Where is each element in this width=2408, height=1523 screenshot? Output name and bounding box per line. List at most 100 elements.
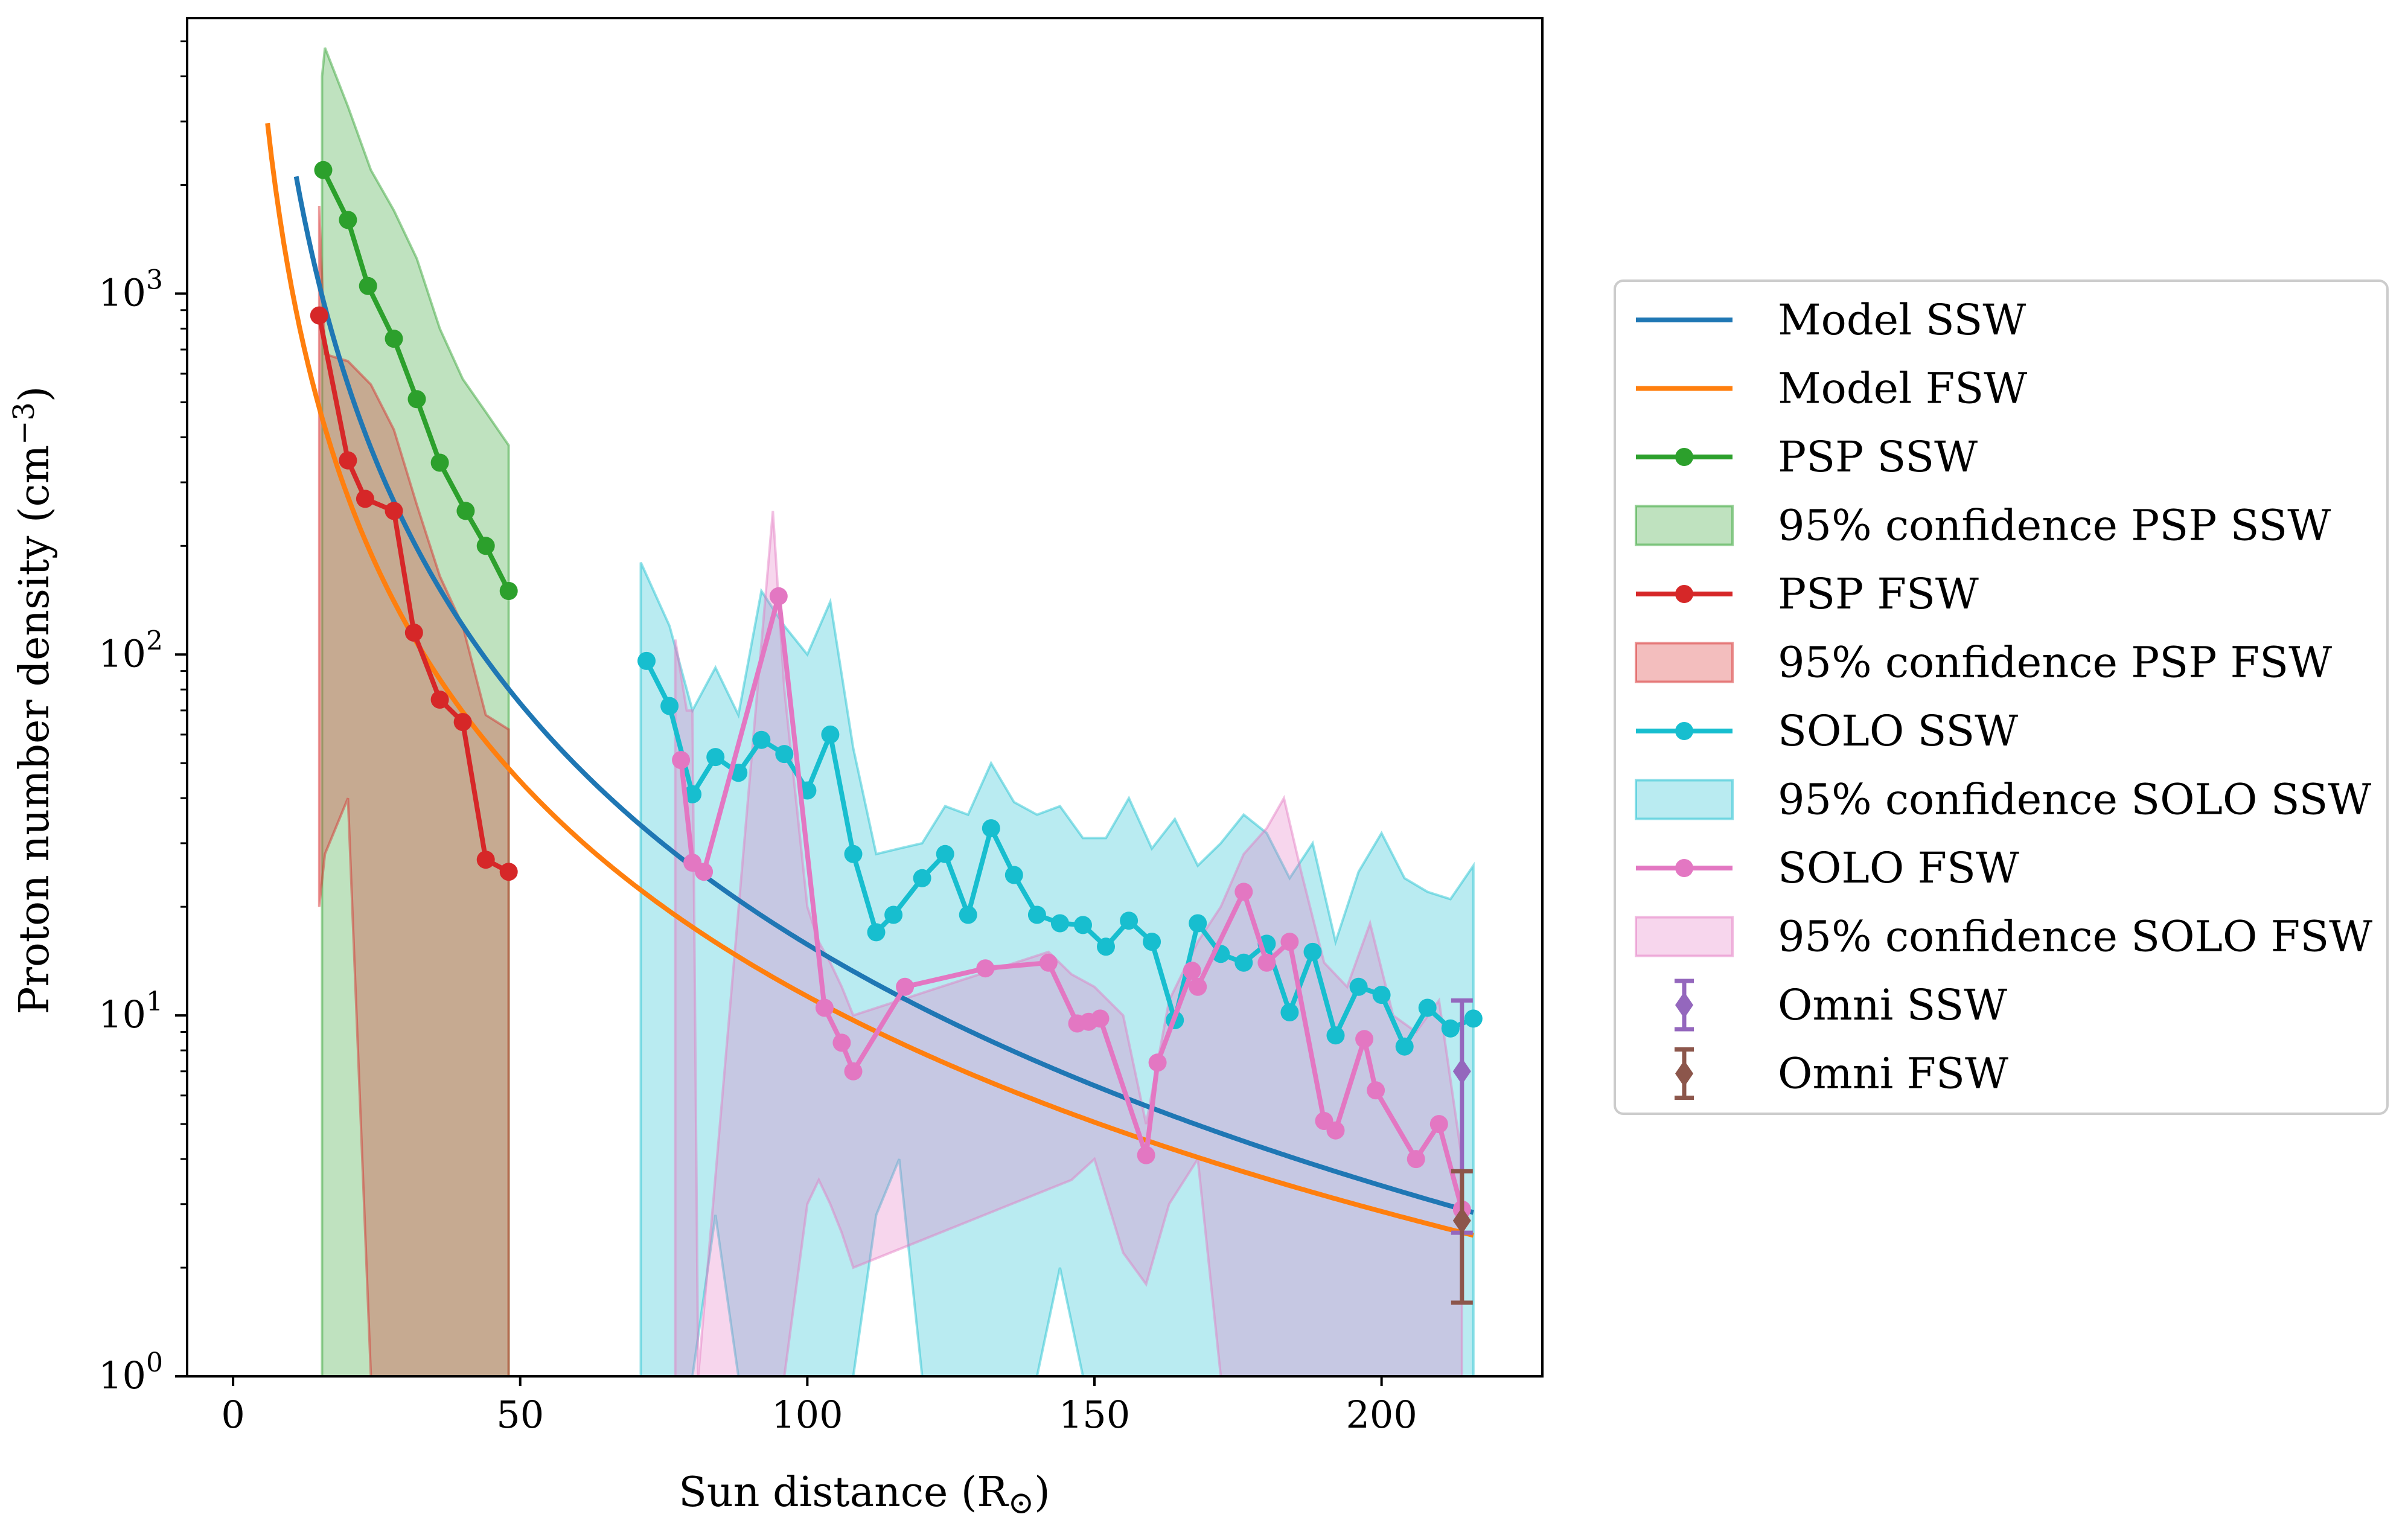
95pct-confidence-solo-fsw-band [674,511,1463,1376]
legend: Model SSW Model FSW PSP SSW 95% confidence … [1614,279,2389,1115]
y-tick-label: 101 [98,986,163,1036]
solo-ssw-point [844,845,863,863]
omni-fsw-errorbar [1451,1169,1473,1305]
solo-fsw-point [1189,977,1207,996]
x-tick-label: 50 [496,1393,544,1437]
legend-marker-swatch [1675,448,1693,466]
solo-fsw-point [1367,1081,1385,1100]
solo-fsw-point [672,751,691,770]
legend-label: Omni SSW [1778,980,2007,1030]
solo-ssw-point [1027,905,1046,924]
solo-fsw-point [1280,933,1299,951]
solo-fsw-point [1407,1150,1425,1169]
psp-ssw-point [430,453,449,472]
solo-fsw-point [1137,1146,1155,1164]
legend-diamond-swatch [1675,1060,1693,1087]
solo-ssw-point [1004,866,1023,884]
psp-ssw-point [314,161,333,179]
psp-fsw-point [476,851,495,869]
legend-item-95pct-confidence-solo-ssw: 95% confidence SOLO SSW [1635,775,2371,825]
legend-label: 95% confidence PSP SSW [1778,501,2331,551]
legend-label: Model SSW [1778,295,2026,345]
solo-fsw-point [896,977,915,996]
solo-ssw-point [1418,998,1437,1017]
solo-ssw-point [1189,914,1207,933]
legend-label: SOLO FSW [1778,843,2019,893]
solo-ssw-point [1349,977,1368,996]
y-axis-ticks: 100 101 102 103 [98,40,187,1397]
solo-fsw-point [1355,1030,1374,1049]
legend-patch-swatch [1635,916,1734,957]
solo-fsw-point [1039,953,1058,972]
legend-item-solo-ssw: SOLO SSW [1636,706,2018,756]
solo-fsw-point [1326,1121,1345,1140]
solo-fsw-point [1183,962,1201,980]
solo-fsw-point [769,587,788,605]
psp-ssw-point [499,582,518,600]
psp-ssw-point [385,330,403,348]
solo-ssw-point [1395,1037,1414,1056]
solo-ssw-point [884,905,903,924]
solo-ssw-point [821,725,840,744]
legend-label: 95% confidence PSP FSW [1778,638,2332,688]
solo-ssw-point [660,697,679,715]
psp-fsw-point [499,863,518,881]
psp-fsw-point [339,451,357,470]
solo-ssw-point [913,869,931,887]
solo-ssw-point [1280,1003,1299,1021]
solo-ssw-point [1074,916,1092,934]
model-ssw-curve [293,176,1474,1215]
psp-fsw-point [430,691,449,709]
legend-item-95pct-confidence-psp-ssw: 95% confidence PSP SSW [1635,501,2331,551]
95pct-confidence-psp-ssw-band [321,47,510,1376]
psp-ssw-point [456,502,475,520]
confidence-bands [318,47,1475,1376]
legend-label: Model FSW [1778,364,2027,413]
legend-item-model-ssw: Model SSW [1636,295,2026,345]
psp-fsw-point [404,624,423,642]
solo-ssw-point [1143,933,1161,951]
legend-label: PSP SSW [1778,432,1978,482]
legend-patch-swatch [1635,779,1734,820]
solo-ssw-point [1120,912,1139,930]
legend-marker-swatch [1675,585,1693,603]
legend-label: Omni FSW [1778,1049,2008,1099]
solo-ssw-point [637,651,656,670]
solo-fsw-point [832,1033,851,1052]
solo-fsw-point [1091,1009,1110,1028]
psp-fsw-point [356,490,374,508]
legend-label: 95% confidence SOLO SSW [1778,775,2371,825]
x-tick-label: 100 [771,1393,843,1437]
solo-fsw-point [1429,1115,1448,1134]
psp-fsw-series [310,306,518,881]
solo-ssw-point [1441,1019,1460,1038]
legend-item-psp-ssw: PSP SSW [1636,432,1978,482]
solo-ssw-point [1097,937,1115,956]
diamond-marker [1452,1058,1471,1085]
solo-ssw-point [1464,1009,1483,1028]
solo-ssw-point [706,748,725,767]
solo-fsw-point [1148,1053,1167,1072]
legend-item-model-fsw: Model FSW [1636,364,2027,413]
legend-item-95pct-confidence-solo-fsw: 95% confidence SOLO FSW [1635,912,2372,962]
solo-ssw-point [752,730,771,749]
solo-ssw-series [637,651,1483,1056]
y-tick-label: 102 [98,625,163,675]
y-axis-label: Proton number density (cm−3) [7,386,59,1015]
legend-label: PSP FSW [1778,569,1979,619]
legend-marker-swatch [1675,722,1693,740]
legend-item-omni-fsw: Omni FSW [1675,1047,2008,1100]
solo-ssw-point [1372,986,1391,1004]
solo-ssw-point [959,905,977,924]
psp-ssw-point [476,537,495,555]
diamond-marker [1452,1207,1471,1234]
psp-ssw-point [407,390,426,409]
omni-errorbars [1451,998,1473,1305]
legend-box [1614,279,2389,1115]
legend-item-omni-ssw: Omni SSW [1675,979,2007,1032]
psp-ssw-series [314,161,518,600]
solo-ssw-point [1326,1026,1345,1045]
solo-fsw-point [815,998,834,1017]
psp-fsw-point [385,502,403,520]
legend-item-psp-fsw: PSP FSW [1636,569,1979,619]
